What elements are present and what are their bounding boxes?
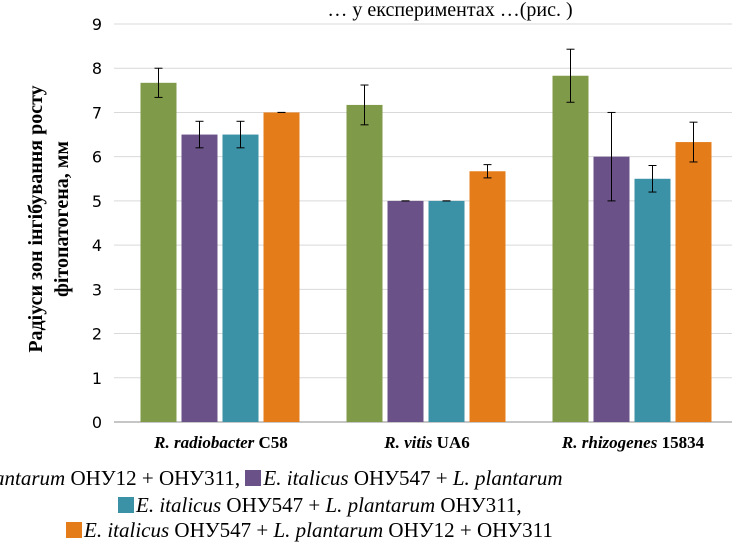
bars-group [140, 48, 712, 423]
y-tick-label: 3 [92, 280, 102, 299]
x-category-italic: R. radiobacter [153, 433, 254, 452]
bar-chart: … у експериментах …(рис. ) 0 1 2 3 4 5 6 7 8 9 R.… [25, 0, 732, 452]
y-tick-label: 4 [92, 236, 102, 255]
y-tick-label: 8 [92, 59, 102, 78]
x-category-label: R. radiobacter C58 [153, 433, 288, 452]
x-axis-categories: R. radiobacter C58 R. vitis UA6 R. rhizoge… [153, 433, 704, 452]
bar-series-4 [263, 112, 300, 422]
y-axis-label-line: фітопатогена, мм [51, 141, 73, 297]
legend-text: E. italicus [263, 466, 349, 490]
x-category-strain: 15834 [657, 433, 704, 452]
legend-text: ОНУ311, [435, 493, 522, 517]
legend-text: E. italicus [136, 493, 222, 517]
chart-title-fragment: … у експериментах …(рис. ) [327, 0, 572, 21]
x-category-italic: R. vitis [383, 433, 433, 452]
y-axis-label-line: Радіуси зон інгібування росту [25, 85, 47, 352]
legend-text: ОНУ12 + ОНУ311 [383, 518, 553, 542]
x-category-strain: UA6 [432, 433, 469, 452]
legend-text: ОНУ547 + [221, 493, 326, 517]
legend-line-1: antarum ОНУ12 + ОНУ311, E. italicus ОНУ5… [0, 468, 563, 489]
legend-swatch-series-4 [66, 522, 82, 538]
legend-text: L. plantarum [273, 518, 384, 542]
y-tick-label: 5 [92, 192, 102, 211]
x-category-label: R. rhizogenes 15834 [561, 433, 705, 452]
bar-series-2 [387, 200, 424, 422]
bar-series-3 [222, 134, 259, 423]
bar-series-3 [634, 178, 671, 422]
legend-text: E. italicus [84, 518, 170, 542]
legend-text: antarum [0, 466, 66, 490]
bar-series-1 [346, 104, 383, 422]
bar-series-4 [469, 171, 506, 422]
legend-line-2: E. italicus ОНУ547 + L. plantarum ОНУ311… [118, 495, 522, 516]
x-category-strain: C58 [254, 433, 288, 452]
legend-text: ОНУ547 + [169, 518, 274, 542]
legend-swatch-series-3 [118, 497, 134, 513]
bar-series-4 [675, 142, 712, 422]
x-category-italic: R. rhizogenes [561, 433, 658, 452]
legend-text: L. plantarum [325, 493, 436, 517]
x-category-label: R. vitis UA6 [383, 433, 469, 452]
legend-text: L. plantarum [452, 466, 563, 490]
y-tick-label: 1 [92, 369, 102, 388]
y-axis-label: Радіуси зон інгібування росту фітопатоген… [25, 85, 73, 352]
legend-swatch-series-2 [245, 470, 262, 486]
bar-series-1 [140, 82, 177, 422]
y-axis-ticks: 0 1 2 3 4 5 6 7 8 9 [92, 15, 102, 432]
bar-series-1 [552, 75, 589, 423]
y-tick-label: 0 [92, 413, 102, 432]
y-tick-label: 2 [92, 325, 102, 344]
y-tick-label: 9 [92, 15, 102, 34]
bar-series-2 [181, 134, 218, 423]
legend-text: ОНУ547 + [348, 466, 453, 490]
y-tick-label: 7 [92, 103, 102, 122]
legend-text: ОНУ12 + ОНУ311, [65, 466, 246, 490]
legend-line-3: E. italicus ОНУ547 + L. plantarum ОНУ12 … [66, 520, 553, 541]
bar-series-3 [428, 200, 465, 422]
y-tick-label: 6 [92, 148, 102, 167]
